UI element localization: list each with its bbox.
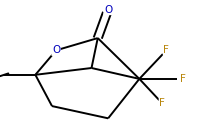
- Text: F: F: [163, 45, 169, 55]
- Text: F: F: [180, 74, 186, 84]
- Text: O: O: [104, 4, 112, 15]
- Text: F: F: [159, 98, 165, 108]
- Text: O: O: [52, 45, 60, 55]
